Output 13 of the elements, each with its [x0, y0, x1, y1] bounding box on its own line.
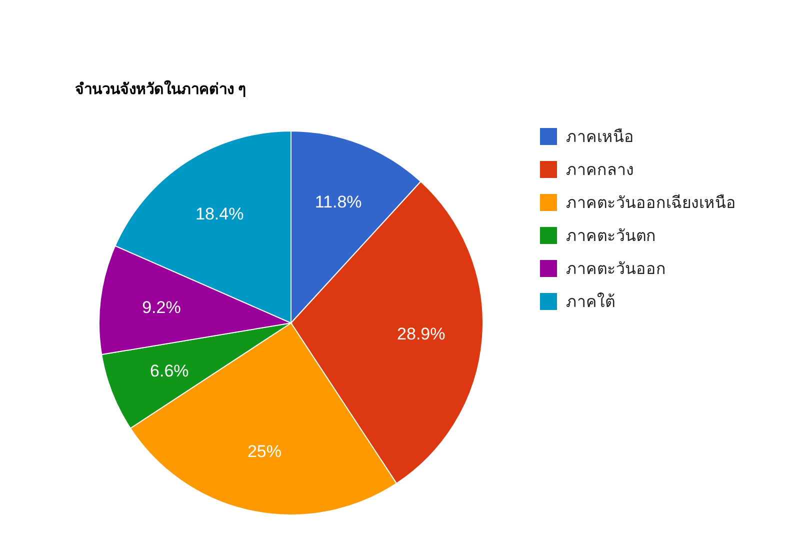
legend-label: ภาคกลาง: [566, 160, 634, 179]
data-label: 9.2%: [142, 298, 181, 317]
data-label: 28.9%: [397, 324, 446, 344]
legend-label: ภาคใต้: [566, 292, 615, 311]
data-label: 11.8%: [314, 192, 362, 212]
legend-label: ภาคตะวันออก: [566, 259, 666, 278]
data-label: 18.4%: [196, 204, 244, 224]
legend-label: ภาคตะวันออกเฉียงเหนือ: [566, 193, 736, 212]
data-label: 6.6%: [150, 362, 189, 381]
chart-title: จำนวนจังหวัดในภาคต่าง ๆ: [75, 80, 246, 98]
legend-label: ภาคเหนือ: [566, 127, 634, 146]
data-label: 25%: [247, 442, 282, 461]
legend-label: ภาคตะวันตก: [566, 226, 656, 245]
